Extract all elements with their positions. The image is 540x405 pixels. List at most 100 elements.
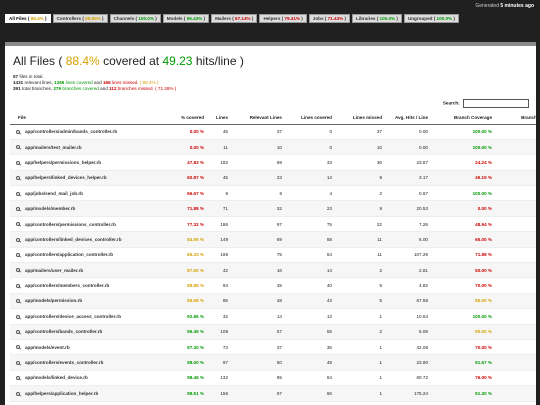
- file-link[interactable]: app/models/member.rb: [10, 200, 162, 217]
- tab-controllers[interactable]: Controllers ( 88.89% ): [52, 14, 108, 23]
- branches-cell: [496, 185, 536, 202]
- branch-coverage: 70.00 %: [432, 277, 496, 294]
- lines-covered: 64: [286, 247, 336, 264]
- column-header-relevant-lines[interactable]: Relevant Lines: [232, 112, 286, 125]
- avg-hits-per-line: 107.29: [386, 247, 432, 264]
- branches-cell: [496, 354, 536, 371]
- file-link[interactable]: app/jobs/send_mail_job.rb: [10, 185, 162, 202]
- tab-channels[interactable]: Channels ( 100.0% ): [109, 14, 161, 23]
- lines-missed: 36: [336, 154, 386, 171]
- lines-covered: 14: [286, 170, 336, 187]
- table-row: app/models/permission.rb 89.58 % 86 48 43 5 67…: [10, 293, 536, 310]
- file-link[interactable]: app/helpers/permissions_helper.rb: [10, 154, 162, 171]
- column-header-branches[interactable]: Branches: [496, 112, 536, 125]
- table-row: app/mailers/user_mailer.rb 87.50 % 42 16 14 2…: [10, 262, 536, 279]
- magnifier-icon: [16, 268, 20, 273]
- percent-covered: 89.58 %: [162, 293, 208, 310]
- file-name: app/controllers/permissions_controller.r…: [25, 221, 116, 227]
- file-link[interactable]: app/controllers/application_controller.r…: [10, 247, 162, 264]
- search-input[interactable]: [463, 99, 529, 108]
- magnifier-icon: [16, 145, 20, 150]
- tab-label: All Files: [9, 16, 27, 21]
- column-header-branch-coverage[interactable]: Branch Coverage: [432, 112, 496, 125]
- tab-mailers[interactable]: Mailers ( 67.14% ): [211, 14, 258, 23]
- lines-missed: 9: [336, 170, 386, 187]
- relevant-lines: 16: [232, 262, 286, 279]
- branches-cell: [496, 154, 536, 171]
- percent-covered: 98.51 %: [162, 385, 208, 402]
- tab-coverage-percent: 88.4%: [30, 16, 44, 21]
- file-name: app/mailers/test_mailer.rb: [25, 144, 82, 150]
- lines-covered: 0: [286, 139, 336, 156]
- tab-ungrouped[interactable]: Ungrouped ( 100.0% ): [403, 14, 459, 23]
- branches-cell: [496, 339, 536, 356]
- magnifier-icon: [16, 314, 20, 319]
- branches-cell: [496, 124, 536, 140]
- relevant-lines: 75: [232, 247, 286, 264]
- file-link[interactable]: app/mailers/user_mailer.rb: [10, 262, 162, 279]
- branch-coverage: 100.00 %: [432, 185, 496, 202]
- file-link[interactable]: app/controllers/linked_devices_controlle…: [10, 231, 162, 248]
- file-name: app/controllers/device_access_controller…: [25, 313, 122, 319]
- file-link[interactable]: app/controllers/admin/admin_controller.r…: [10, 401, 162, 405]
- lines-count: 182: [208, 154, 232, 171]
- relevant-lines: 37: [232, 124, 286, 140]
- tab-jobs[interactable]: Jobs ( 71.43% ): [308, 14, 351, 23]
- lines-covered: 4: [286, 185, 336, 202]
- avg-hits-per-line: 67.58: [386, 293, 432, 310]
- tab-label: Controllers: [56, 16, 82, 21]
- tab-label: Helpers: [263, 16, 281, 21]
- column-header-avg-hits-line[interactable]: Avg. Hits / Line: [386, 112, 432, 125]
- branch-coverage: 24.24 %: [432, 154, 496, 171]
- tab-libraries[interactable]: Libraries ( 100.0% ): [352, 14, 402, 23]
- tab-models[interactable]: Models ( 95.43% ): [162, 14, 210, 23]
- magnifier-icon: [16, 222, 20, 227]
- tab-coverage-percent: 100.0%: [379, 16, 396, 21]
- file-link[interactable]: app/models/linked_device.rb: [10, 370, 162, 387]
- file-link[interactable]: app/controllers/admin/bands_controller.r…: [10, 124, 162, 140]
- file-link[interactable]: app/controllers/members_controller.rb: [10, 277, 162, 294]
- file-link[interactable]: app/models/event.rb: [10, 339, 162, 356]
- lines-covered: 55: [286, 324, 336, 340]
- column-header-lines-covered[interactable]: Lines covered: [286, 112, 336, 125]
- percent-covered: 84.06 %: [162, 231, 208, 248]
- avg-hits-per-line: 7.26: [386, 216, 432, 233]
- magnifier-icon: [16, 360, 20, 365]
- lines-covered: 66: [286, 385, 336, 402]
- lines-covered: 13: [286, 308, 336, 325]
- lines-missed: 2: [336, 185, 386, 202]
- file-link[interactable]: app/controllers/events_controller.rb: [10, 354, 162, 371]
- branches-cell: [496, 324, 536, 340]
- column-header--covered[interactable]: % covered: [162, 112, 208, 125]
- column-header-lines[interactable]: Lines: [208, 112, 232, 125]
- table-row: app/helpers/permissions_helper.rb 47.83 %…: [10, 154, 536, 171]
- lines-count: 109: [208, 324, 232, 340]
- file-link[interactable]: app/controllers/device_access_controller…: [10, 308, 162, 325]
- branch-coverage: 70.00 %: [432, 339, 496, 356]
- relevant-lines: 37: [232, 339, 286, 356]
- file-link[interactable]: app/helpers/application_helper.rb: [10, 385, 162, 402]
- lines-missed: 0: [336, 401, 386, 405]
- file-link[interactable]: app/models/permission.rb: [10, 293, 162, 310]
- avg-hits-per-line: 175.24: [386, 385, 432, 402]
- file-link[interactable]: app/helpers/linked_devices_helper.rb: [10, 170, 162, 187]
- tab-all-files[interactable]: All Files ( 88.4% ): [5, 14, 51, 23]
- column-header-lines-missed[interactable]: Lines missed: [336, 112, 386, 125]
- file-link[interactable]: app/controllers/permissions_controller.r…: [10, 216, 162, 233]
- tab-helpers[interactable]: Helpers ( 79.41% ): [259, 14, 307, 23]
- content-panel: All Files ( 88.4% covered at 49.23 hits/…: [5, 42, 536, 405]
- percent-covered: 71.88 %: [162, 200, 208, 217]
- column-header-file[interactable]: File: [10, 112, 162, 125]
- table-row: app/controllers/linked_devices_controlle…: [10, 231, 536, 248]
- lines-missed: 5: [336, 293, 386, 310]
- lines-count: 18: [208, 401, 232, 405]
- table-row: app/mailers/test_mailer.rb 0.00 % 11 10 0 10 0…: [10, 139, 536, 156]
- percent-covered: 100.00 %: [162, 401, 208, 405]
- tab-label: Libraries: [356, 16, 376, 21]
- file-link[interactable]: app/mailers/test_mailer.rb: [10, 139, 162, 156]
- lines-missed: 1: [336, 385, 386, 402]
- file-link[interactable]: app/controllers/bands_controller.rb: [10, 324, 162, 340]
- lines-count: 32: [208, 308, 232, 325]
- magnifier-icon: [16, 391, 20, 396]
- avg-hits-per-line: 6.09: [386, 324, 432, 340]
